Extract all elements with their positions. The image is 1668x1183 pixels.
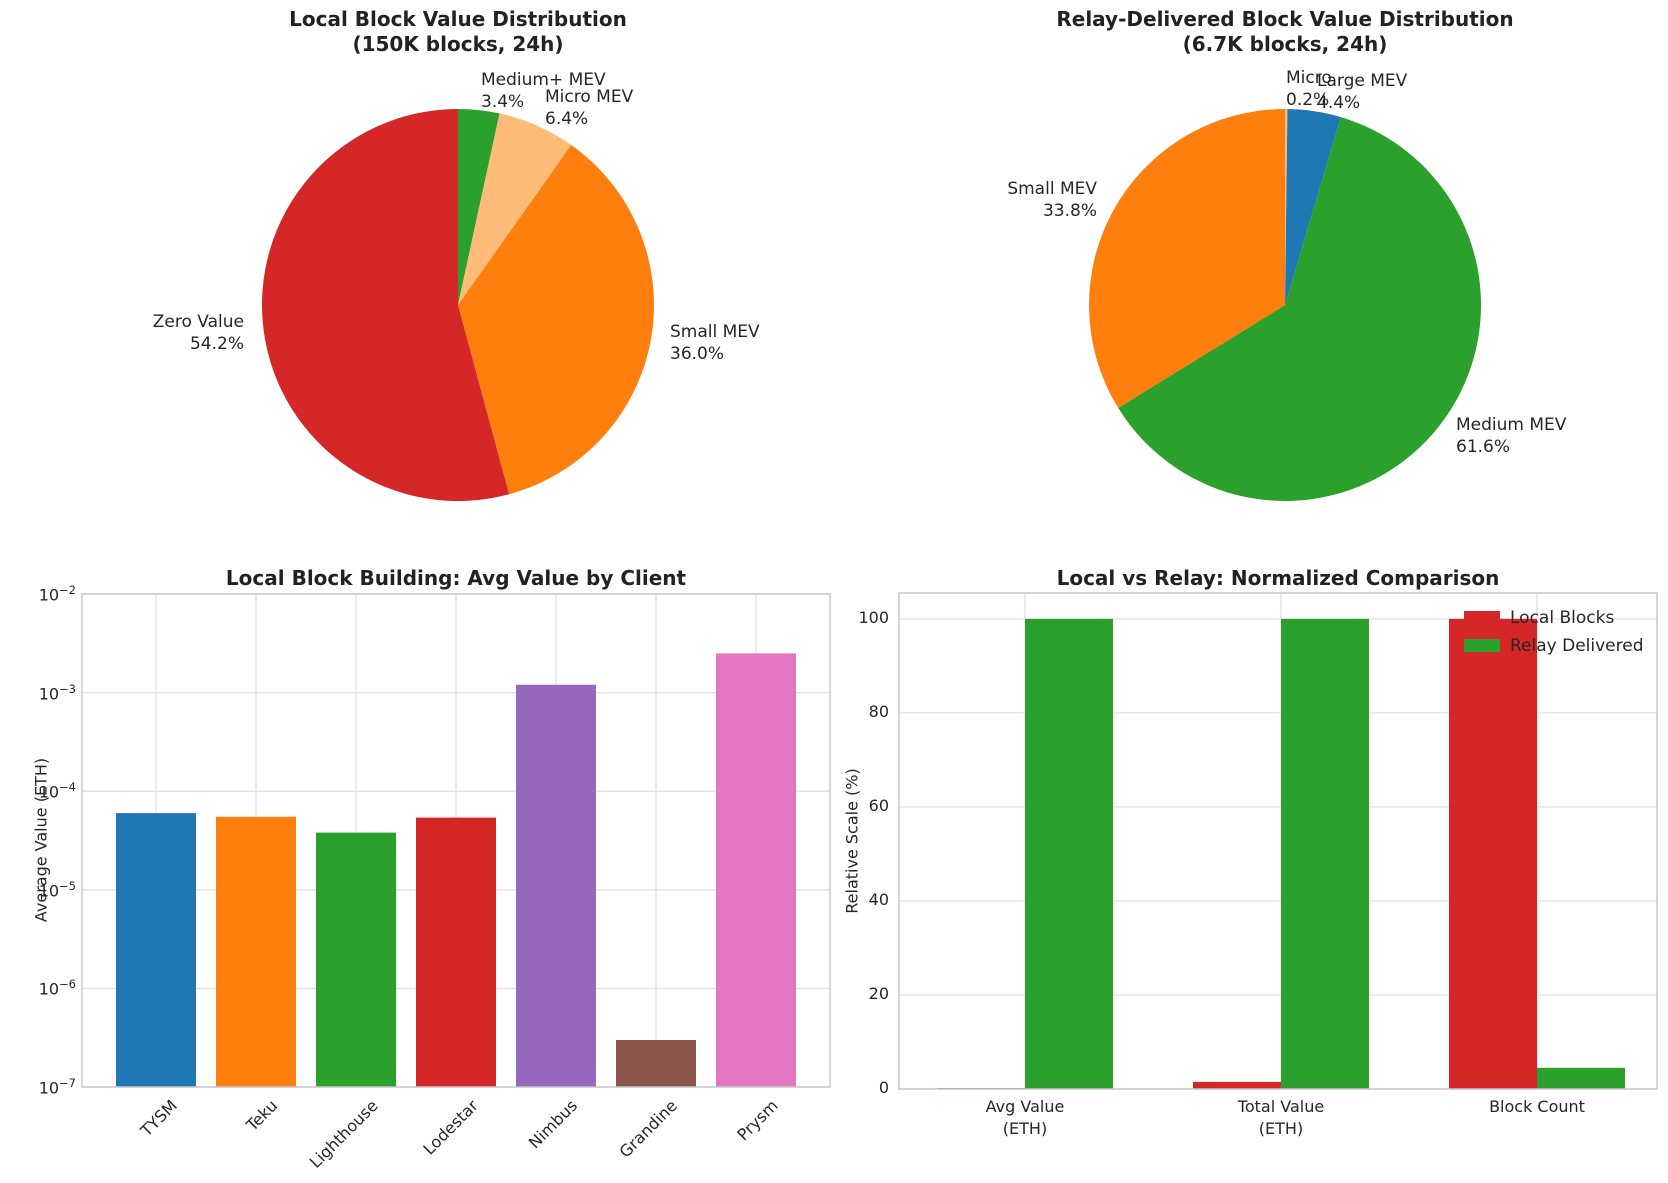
y-tick-label: 60 (868, 795, 889, 815)
y-tick-label: 0 (878, 1078, 889, 1097)
bar-grandine (616, 1040, 696, 1087)
bar-local-blocks-block-count (1449, 618, 1537, 1089)
bar-relay-delivered-total-value (1281, 618, 1369, 1089)
pie-label-large-mev: Large MEV 4.4% (1317, 70, 1407, 114)
pie-slice-small-mev (458, 145, 654, 495)
client-bars-title: Local Block Building: Avg Value by Clien… (226, 566, 686, 591)
y-tick-exponent: −7 (59, 1076, 76, 1090)
local-pie-title-line2: (150K blocks, 24h) (352, 32, 564, 56)
relay-pie-title-line2: (6.7K blocks, 24h) (1182, 32, 1388, 56)
y-tick-label: 100 (858, 607, 889, 627)
pie-slice-micro-mev (458, 113, 572, 306)
comparison-title-text: Local vs Relay: Normalized Comparison (1056, 566, 1500, 590)
pie-label-name: Micro (1286, 68, 1332, 88)
pie-slice-small-mev (1089, 109, 1285, 408)
pie-label-name: Small MEV (670, 322, 760, 342)
group-label-line: Total Value (1237, 1097, 1325, 1116)
y-tick-label: 10−5 (38, 878, 76, 901)
pie-label-percent: 4.4% (1317, 93, 1361, 113)
local-pie-title: Local Block Value Distribution (150K blo… (289, 7, 627, 57)
y-tick-exponent: −6 (59, 977, 76, 992)
pie-label-percent: 0.2% (1286, 90, 1330, 110)
bar-teku (216, 816, 296, 1087)
legend-label-relay-delivered: Relay Delivered (1510, 636, 1644, 656)
pie-slice-large-mev (1285, 109, 1341, 306)
bar-lighthouse (316, 832, 396, 1087)
local-pie-title-line1: Local Block Value Distribution (289, 7, 627, 31)
pie-label-percent: 33.8% (1042, 201, 1097, 221)
bar-lodestar (416, 817, 496, 1087)
axes-spines (81, 593, 831, 1088)
x-tick-text: Nimbus (525, 1096, 582, 1153)
pie-slice-medium-mev (1118, 117, 1482, 502)
y-tick-label: 40 (868, 889, 889, 909)
x-tick-text: Teku (242, 1096, 282, 1135)
comparison-title: Local vs Relay: Normalized Comparison (1057, 566, 1500, 591)
y-tick-exponent: −5 (59, 878, 76, 893)
x-tick-text: TYSM (137, 1096, 182, 1141)
bar-relay-delivered-block-count (1537, 1067, 1625, 1089)
group-label-line: (ETH) (1258, 1119, 1304, 1138)
x-tick-label-avg-value: Avg Value (ETH) (986, 1096, 1065, 1140)
pie-slice-zero-value (261, 109, 510, 501)
pie-label-zero-value: Zero Value 54.2% (153, 311, 244, 355)
y-tick-label: 10−6 (38, 977, 76, 999)
legend-swatch-local-blocks (1464, 611, 1500, 624)
y-tick-label: 10−3 (38, 681, 76, 703)
y-tick-label: 10−4 (38, 780, 76, 802)
pie-label-name: Large MEV (1317, 71, 1408, 91)
bar-tysm (116, 813, 196, 1087)
pie-label-percent: 6.4% (545, 109, 589, 129)
pie-label-percent: 36.0% (670, 344, 725, 364)
pie-label-percent: 61.6% (1456, 437, 1511, 457)
y-tick-label: 10−7 (38, 1076, 76, 1098)
bar-relay-delivered-avg-value (1025, 618, 1113, 1089)
pie-label-name: Medium+ MEV (481, 70, 606, 90)
pie-label-name: Small MEV (1007, 179, 1097, 199)
y-tick-label: 20 (868, 983, 889, 1003)
x-tick-text: Lighthouse (305, 1096, 382, 1172)
pie-label-small-mev: Small MEV 33.8% (1007, 178, 1097, 222)
pie-label-name: Micro MEV (545, 87, 634, 107)
pie-label-name: Medium MEV (1456, 415, 1567, 435)
y-tick-exponent: −2 (59, 583, 76, 597)
x-tick-label-block-count: Block Count (1489, 1096, 1585, 1118)
group-label-line: (ETH) (1002, 1119, 1048, 1138)
pie-label-micro: Micro 0.2% (1286, 67, 1332, 111)
y-tick-exponent: −4 (59, 780, 76, 795)
pie-label-micro-mev: Micro MEV 6.4% (545, 86, 633, 130)
bar-prysm (716, 653, 796, 1087)
y-tick-label: 80 (868, 701, 889, 721)
legend-swatch-relay-delivered (1464, 639, 1500, 652)
axes-spines (898, 592, 1658, 1090)
x-tick-text: Lodestar (418, 1096, 482, 1159)
bar-nimbus (516, 684, 596, 1087)
x-tick-text: Grandine (616, 1096, 682, 1162)
pie-label-medium-mev: Medium+ MEV 3.4% (481, 69, 606, 113)
y-tick-label: 10−2 (38, 583, 76, 605)
pie-slice-medium-mev (458, 109, 500, 305)
client-bars-title-text: Local Block Building: Avg Value by Clien… (225, 566, 687, 590)
legend-label-local-blocks: Local Blocks (1510, 608, 1615, 628)
pie-label-name: Zero Value (152, 312, 244, 332)
pie-label-small-mev: Small MEV 36.0% (670, 321, 760, 365)
pie-slice-micro (1285, 109, 1288, 305)
relay-pie-title: Relay-Delivered Block Value Distribution… (1056, 7, 1513, 57)
group-label-line: Block Count (1489, 1097, 1585, 1116)
relay-pie-title-line1: Relay-Delivered Block Value Distribution (1056, 7, 1514, 31)
x-tick-text: Prysm (733, 1096, 782, 1145)
y-tick-exponent: −3 (59, 681, 76, 696)
pie-label-medium-mev: Medium MEV 61.6% (1456, 414, 1566, 458)
pie-label-percent: 3.4% (481, 92, 525, 112)
x-tick-label-total-value: Total Value (ETH) (1238, 1096, 1324, 1140)
pie-label-percent: 54.2% (189, 334, 244, 354)
bar-local-blocks-total-value (1193, 1081, 1281, 1089)
group-label-line: Avg Value (985, 1097, 1065, 1116)
